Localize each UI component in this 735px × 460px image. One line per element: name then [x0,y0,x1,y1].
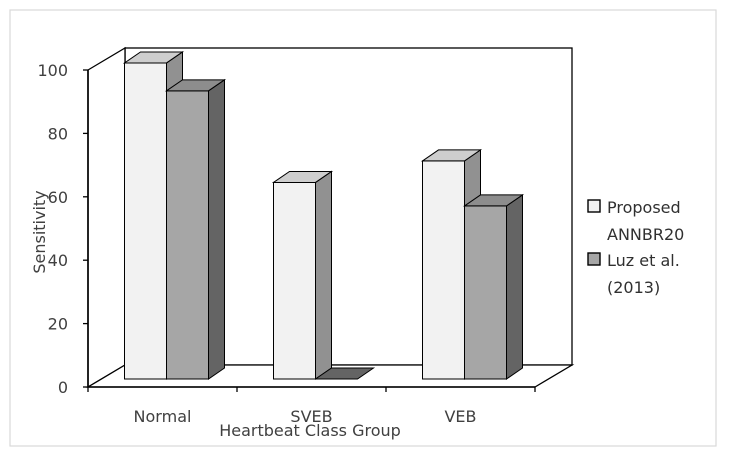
y-axis-title: Sensitivity [30,190,49,273]
y-tick-label: 20 [48,315,68,334]
x-tick-label: Normal [134,407,192,426]
legend-swatch [587,252,601,266]
y-tick-label: 60 [48,188,68,207]
bar-top [462,194,525,207]
bar [271,170,334,380]
legend-label: ANNBR20 [607,225,684,244]
bar-front [422,160,465,380]
y-tick-label: 100 [37,61,68,80]
legend-label: Proposed [607,198,681,217]
bar-front [464,205,507,380]
bars [122,51,525,380]
bar-side [315,170,332,380]
bar-side [506,193,523,380]
y-tick-label: 80 [48,124,68,143]
bar [164,78,227,380]
bar-side [208,78,225,380]
legend-label: (2013) [607,278,660,297]
legend-label: Luz et al. [607,251,680,270]
x-tick-label: VEB [444,407,476,426]
legend: Proposed ANNBR20 Luz et al. (2013) [587,198,684,297]
bar [462,193,525,380]
x-tick-label: SVEB [290,407,332,426]
y-tick-label: 40 [48,251,68,270]
bar-top [420,149,483,162]
bar-top [164,79,227,92]
x-tick-labels: Normal SVEB VEB [134,407,477,426]
y-tick-labels: 0 20 40 60 80 100 [37,61,536,397]
x-axis-title: Heartbeat Class Group [219,421,401,440]
bar-top [122,51,185,64]
bar-top [313,367,376,380]
legend-swatch [587,199,601,213]
bar-front [166,90,209,380]
bar-front [273,181,316,380]
side-wall [87,46,126,389]
bar-top [271,170,334,183]
y-tick-label: 0 [58,378,68,397]
bar-front [124,62,167,380]
bar [313,367,376,380]
